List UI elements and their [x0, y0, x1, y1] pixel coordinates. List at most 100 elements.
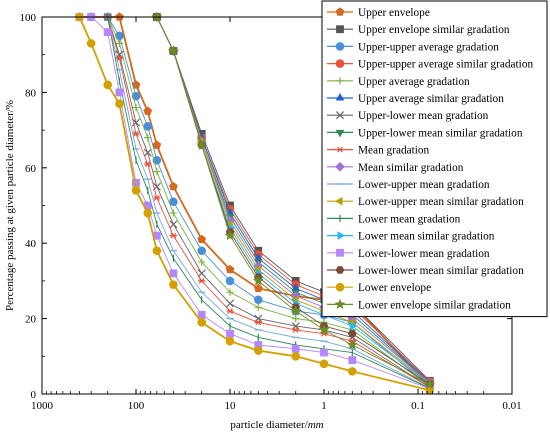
data-point — [318, 324, 330, 335]
legend-marker — [334, 298, 346, 309]
legend-item: Upper envelope — [327, 7, 430, 19]
data-point — [198, 277, 206, 284]
legend-marker — [335, 59, 345, 68]
data-point — [319, 359, 329, 369]
y-tick-label: 0 — [31, 389, 37, 401]
legend-label: Upper average gradation — [358, 76, 470, 88]
legend-marker — [336, 146, 344, 153]
y-tick-label: 20 — [25, 314, 37, 326]
x-tick-label: 0.1 — [411, 400, 425, 412]
data-point — [115, 39, 124, 47]
legend-marker — [334, 196, 343, 206]
legend-box — [321, 0, 548, 318]
x-tick-label: 1000 — [31, 400, 54, 412]
data-point — [103, 80, 113, 90]
data-point — [132, 103, 140, 112]
data-point — [196, 139, 208, 150]
series-18 — [151, 11, 436, 390]
x-axis-label-text: particle diameter/ — [230, 419, 308, 431]
data-point — [144, 161, 152, 167]
data-point — [348, 356, 357, 364]
legend-item: Upper-lower mean similar gradation — [327, 127, 523, 139]
data-point — [320, 348, 328, 357]
legend-label: Mean similar gradation — [358, 162, 464, 174]
data-point — [153, 167, 161, 176]
legend-label: Upper-upper average gradation — [358, 41, 499, 53]
data-point — [225, 336, 235, 346]
data-point — [115, 50, 124, 59]
legend-item: Mean gradation — [327, 145, 430, 157]
legend-marker — [335, 92, 345, 101]
data-point — [169, 220, 178, 229]
legend-item: Upper average gradation — [327, 76, 470, 88]
x-axis-label-unit: mm — [308, 419, 324, 431]
data-point — [226, 308, 234, 315]
legend-label: Upper envelope — [358, 7, 430, 19]
legend-marker — [335, 282, 345, 292]
legend-label: Lower-lower mean gradation — [358, 248, 490, 260]
legend-marker — [335, 42, 345, 51]
data-point — [346, 339, 358, 350]
legend-item: Lower envelope similar gradation — [327, 298, 511, 311]
legend-item: Upper average similar gradation — [327, 92, 504, 105]
data-point — [152, 155, 162, 165]
data-point — [169, 209, 178, 217]
data-point — [169, 280, 178, 289]
data-point — [347, 367, 357, 376]
legend-item: Lower-upper mean similar gradation — [327, 196, 524, 208]
data-point — [169, 269, 178, 278]
legend-item: Upper-upper average similar gradation — [327, 59, 533, 71]
legend-marker — [336, 25, 344, 34]
data-point — [253, 283, 263, 293]
data-point — [144, 134, 152, 142]
data-point — [115, 88, 124, 97]
legend-label: Lower envelope similar gradation — [358, 299, 511, 311]
legend-item: Lower mean similar gradation — [327, 231, 495, 243]
data-point — [143, 122, 153, 131]
data-point — [253, 346, 263, 355]
data-point — [424, 379, 436, 390]
data-point — [143, 208, 153, 218]
y-tick-label: 60 — [25, 163, 37, 175]
data-point — [143, 148, 152, 157]
x-tick-label: 1 — [321, 400, 327, 412]
data-point — [153, 195, 161, 201]
x-tick-label: 100 — [128, 400, 145, 412]
legend-item: Lower mean gradation — [327, 213, 461, 225]
legend-label: Upper-lower mean gradation — [358, 110, 489, 122]
data-point — [169, 197, 178, 207]
data-point — [225, 265, 235, 274]
data-point — [254, 319, 262, 326]
legend-marker — [335, 266, 345, 274]
x-tick-label: 10 — [225, 400, 237, 412]
y-tick-label: 40 — [25, 238, 37, 250]
legend-label: Lower-upper mean similar gradation — [358, 196, 524, 208]
data-point — [197, 234, 207, 244]
legend-marker — [337, 231, 346, 240]
data-point — [197, 246, 207, 256]
legend-label: Lower mean similar gradation — [358, 231, 495, 243]
y-axis-label: Percentage passing at given particle dia… — [4, 100, 16, 311]
legend-item: Lower envelope — [327, 282, 431, 294]
legend-label: Lower mean gradation — [358, 213, 461, 225]
data-point — [152, 140, 162, 149]
data-point — [197, 318, 207, 327]
legend-label: Upper average similar gradation — [358, 93, 504, 105]
data-point — [291, 351, 301, 361]
data-point — [197, 310, 206, 319]
legend: Upper envelope Upper envelope similar gra… — [321, 0, 548, 318]
data-point — [347, 329, 357, 338]
legend-label: Mean gradation — [358, 145, 430, 157]
data-point — [349, 321, 358, 331]
data-point — [226, 329, 234, 338]
legend-label: Upper envelope similar gradation — [358, 24, 510, 36]
legend-marker — [335, 161, 345, 172]
legend-item: Upper-lower mean gradation — [327, 110, 489, 122]
legend-marker — [335, 129, 345, 138]
legend-marker — [335, 7, 345, 16]
legend-item: Lower-lower mean gradation — [327, 248, 490, 260]
data-point — [115, 99, 124, 109]
data-point — [292, 315, 300, 323]
legend-item: Upper envelope similar gradation — [327, 24, 510, 36]
data-point — [143, 106, 153, 115]
